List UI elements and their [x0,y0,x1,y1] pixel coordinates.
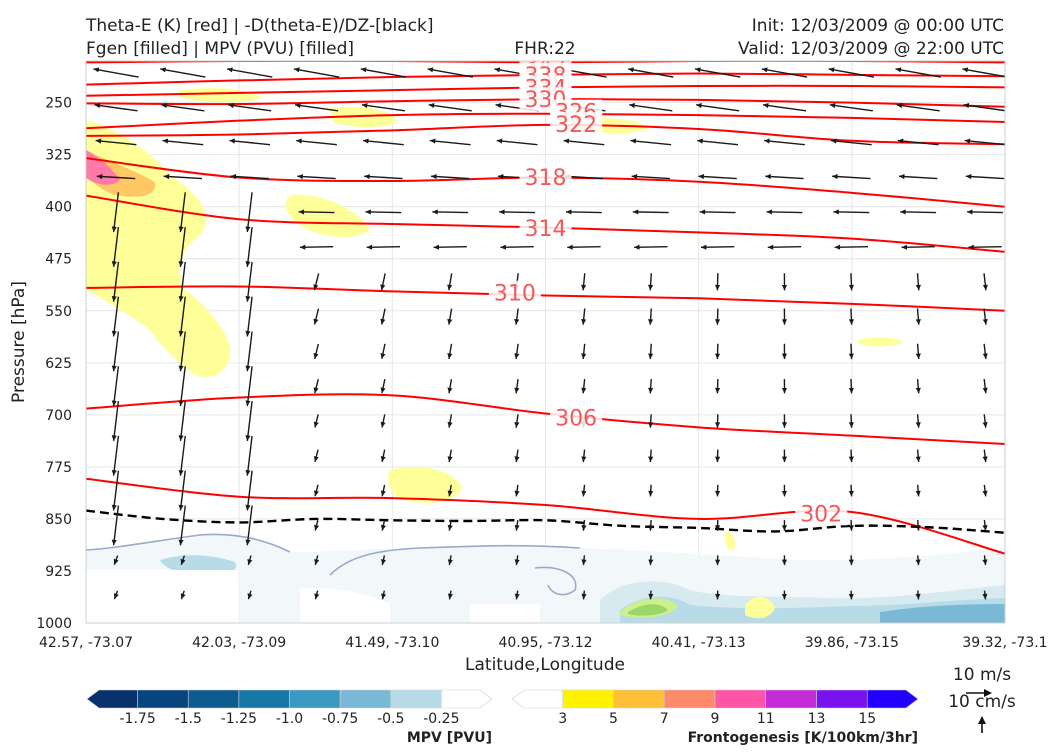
header-init-time: Init: 12/03/2009 @ 00:00 UTC [752,16,1004,36]
y-tick-label: 325 [45,148,72,164]
theta-e-label: 314 [525,217,567,242]
x-tick-label: 42.03, -73.09 [192,635,286,651]
wind-key: 10 m/s 10 cm/s [948,665,1016,733]
header-title-line2: Fgen [filled] | MPV (PVU) [filled] [86,39,354,59]
theta-e-label: 306 [555,407,597,432]
colorbar-segment [239,690,290,708]
colorbar-tick-label: 3 [558,711,567,727]
colorbar-segment [817,690,868,708]
x-axis-label: Latitude,Longitude [465,655,625,675]
x-tick-label: 39.32, -73.1 [962,635,1047,651]
colorbar-tick-label: 9 [711,711,720,727]
y-tick-label: 625 [45,356,72,372]
y-tick-label: 250 [45,96,72,112]
colorbar-segment [87,690,138,708]
y-tick-label: 400 [45,200,72,216]
colorbar-tick-label: 15 [858,711,876,727]
colorbar-tick-label: -1.75 [120,711,156,727]
y-tick-label: 700 [45,408,72,424]
wind-key-horizontal-label: 10 m/s [953,665,1011,685]
colorbar-segment [441,690,492,708]
x-tick-label: 39.86, -73.15 [805,635,899,651]
theta-e-label: 322 [555,113,597,138]
colorbar-tick-label: -1.25 [221,711,257,727]
y-axis-label: Pressure [hPa] [9,281,29,403]
theta-e-label: 310 [494,282,536,307]
colorbar-segment [614,690,665,708]
x-tick-label: 40.95, -73.12 [498,635,592,651]
theta-e-label: 318 [525,166,567,191]
colorbar-tick-label: -0.25 [423,711,459,727]
colorbar-segment [715,690,766,708]
mpv-colorbar-title: MPV [PVU] [407,730,492,746]
colorbar-tick-label: -0.75 [322,711,358,727]
colorbar-segment [512,690,563,708]
x-axis-ticks: 42.57, -73.07 42.03, -73.09 41.49, -73.10 4… [39,635,1048,651]
mpv-colorbar: -1.75 -1.5 -1.25 -1.0 -0.75 -0.5 -0.25 [87,690,492,727]
colorbar-segment [766,690,817,708]
wind-key-vertical-arrowhead [978,716,986,724]
colorbar-segment [138,690,189,708]
colorbar-tick-label: 7 [660,711,669,727]
x-tick-label: 40.41, -73.13 [652,635,746,651]
y-tick-label: 850 [45,512,72,528]
colorbar-tick-label: 11 [757,711,775,727]
theta-e-label: 302 [800,502,842,527]
colorbar-tick-label: 5 [609,711,618,727]
x-tick-label: 42.57, -73.07 [39,635,133,651]
colorbar-segment [340,690,391,708]
y-tick-label: 1000 [36,616,72,632]
colorbar-segment [563,690,614,708]
colorbar-segment [867,690,918,708]
colorbar-tick-label: -1.5 [175,711,202,727]
colorbar-tick-label: -0.5 [377,711,404,727]
y-tick-label: 775 [45,460,72,476]
y-tick-label: 475 [45,252,72,268]
fgen-colorbar: 3 5 7 9 11 13 15 [512,690,918,727]
y-axis-ticks: 250 325 400 475 550 625 700 775 850 925 1000 [36,96,72,632]
colorbar-segment [391,690,442,708]
colorbar-segment [664,690,715,708]
y-tick-label: 550 [45,304,72,320]
y-tick-label: 925 [45,564,72,580]
fgen-colorbar-title: Frontogenesis [K/100km/3hr] [688,730,918,746]
colorbar-segment [290,690,341,708]
colorbar-tick-label: -1.0 [276,711,303,727]
colorbar-segment [188,690,239,708]
header-valid-time: Valid: 12/03/2009 @ 22:00 UTC [738,39,1004,59]
x-tick-label: 41.49, -73.10 [345,635,439,651]
header-fhr: FHR:22 [514,39,575,59]
header-title-line1: Theta-E (K) [red] | -D(theta-E)/DZ-[blac… [85,16,434,36]
colorbar-tick-label: 13 [808,711,826,727]
wind-key-vertical-label: 10 cm/s [948,692,1016,712]
